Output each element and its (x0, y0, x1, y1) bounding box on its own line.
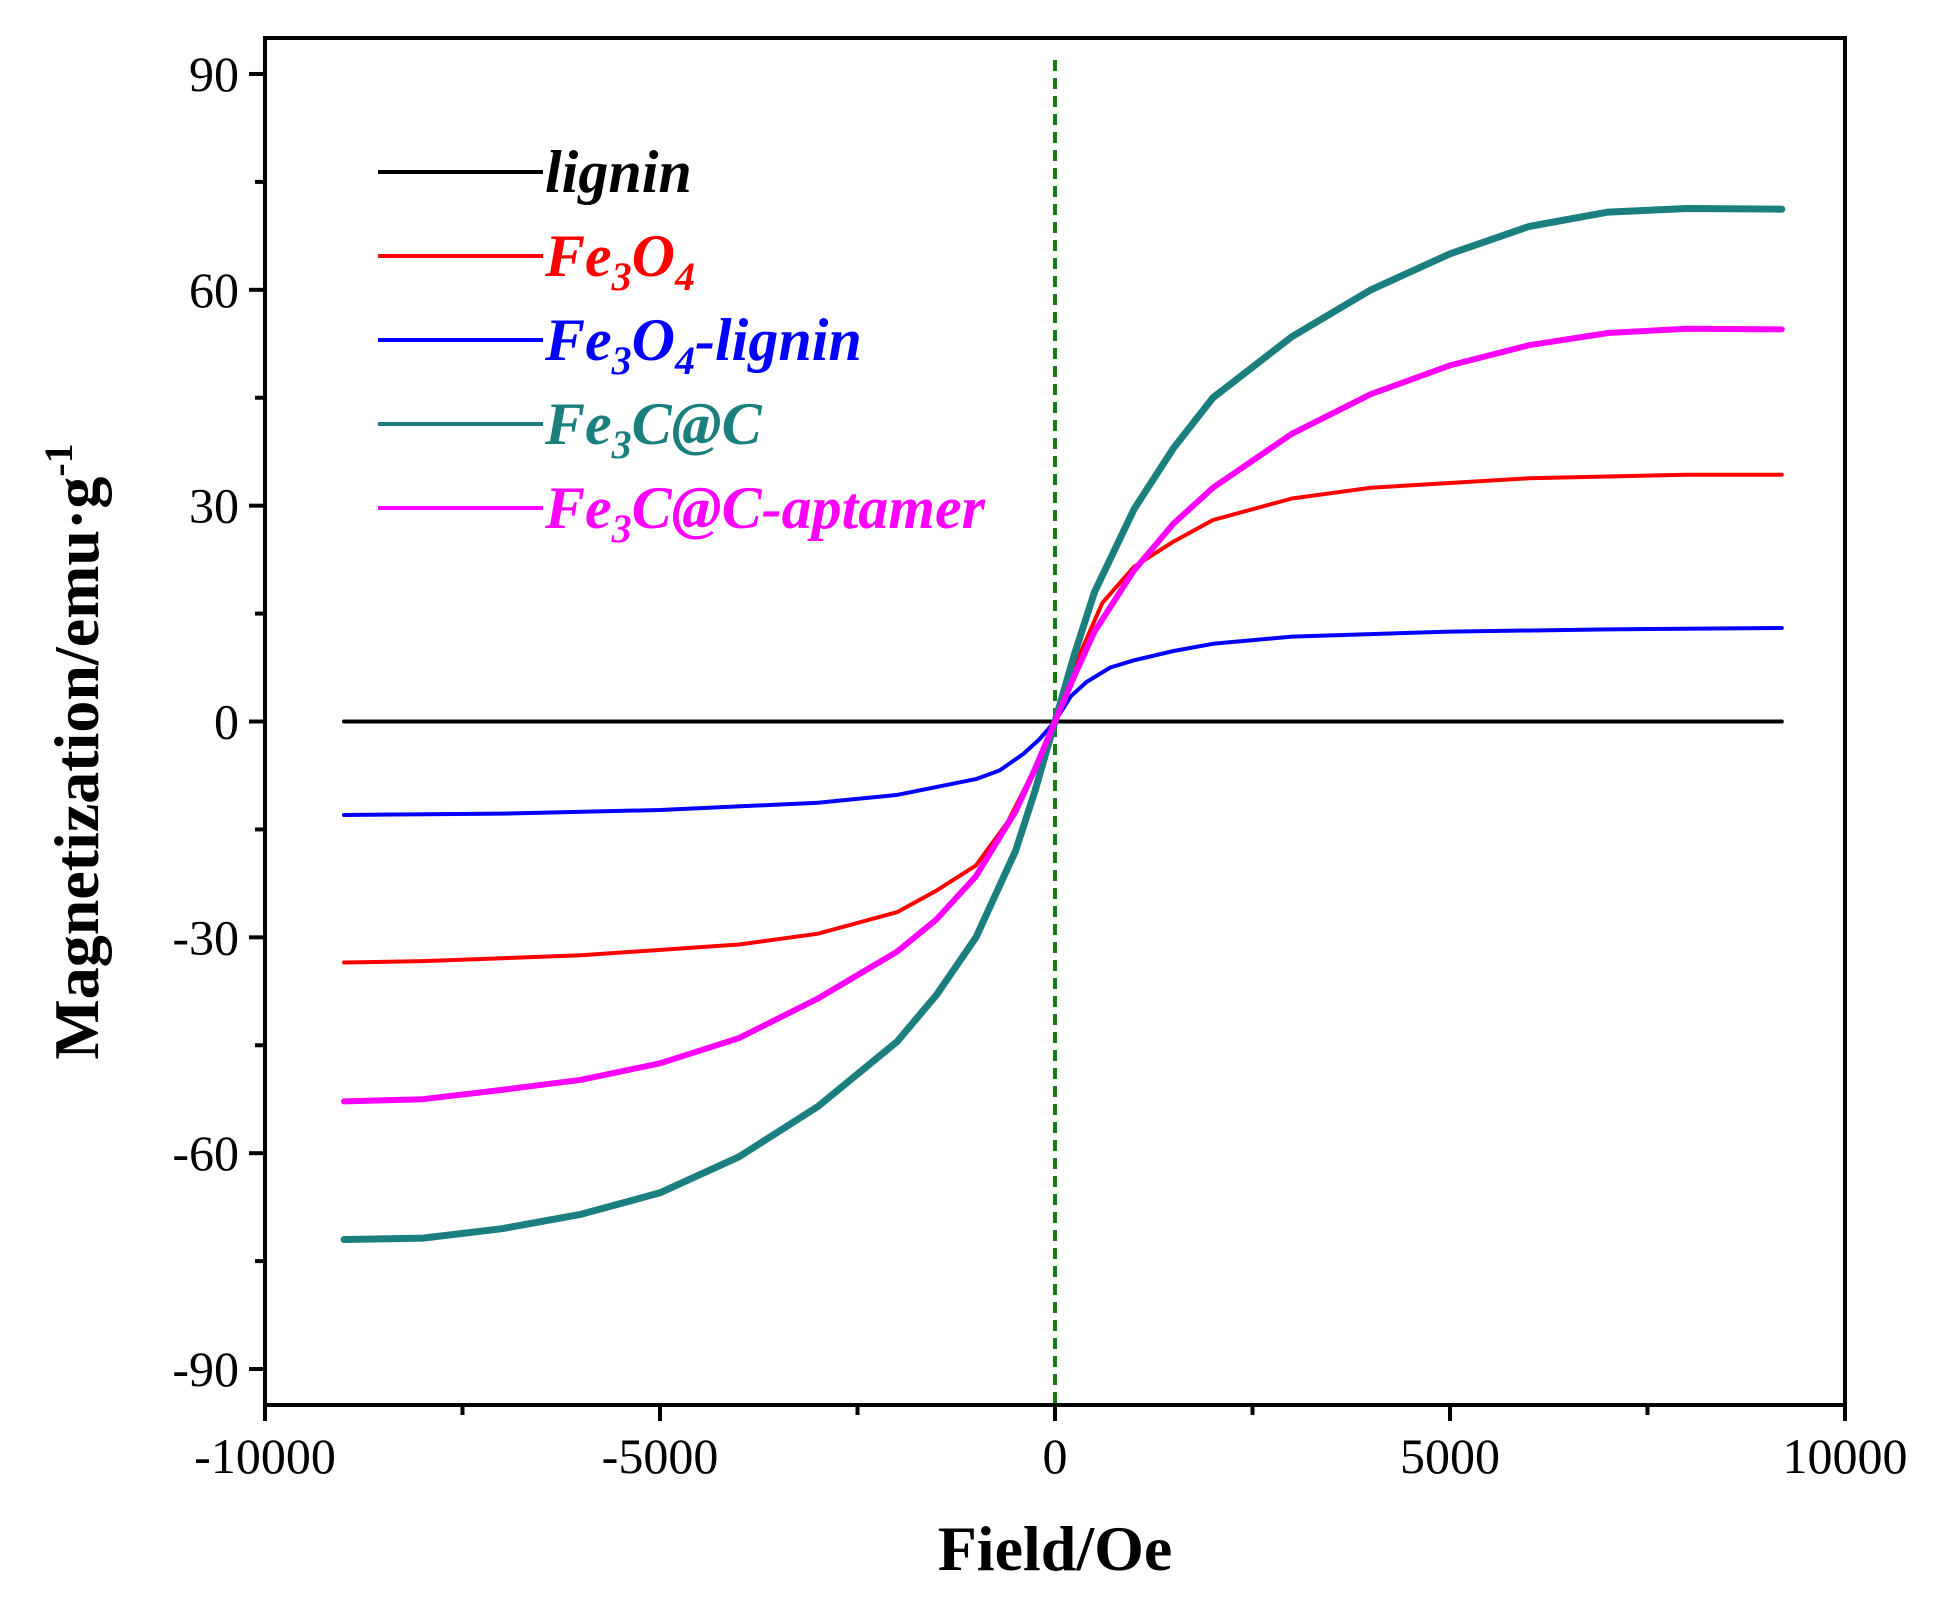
y-axis-title-superscript: -1 (36, 443, 81, 476)
series-line-fe3c-c-aptamer (341, 325, 1785, 1105)
axes-layer: -10000 -5000 0 5000 10000 -90 -60 -30 0 30 60 90 (172, 36, 1908, 1484)
legend-label-fe3c-c-aptamer: Fe3C@C-aptamer (544, 475, 986, 551)
y-tick-label: -60 (172, 1125, 239, 1181)
legend-label-fe3o4: Fe3O4 (544, 223, 695, 299)
y-tick-label: 0 (214, 694, 239, 750)
x-tick-label: -5000 (602, 1428, 719, 1484)
x-tick-label: -10000 (194, 1428, 336, 1484)
y-axis-title-main: Magnetization/emu·g (41, 477, 112, 1060)
y-axis-title: Magnetization/emu·g-1 (36, 443, 112, 1059)
legend-label-fe3c-c: Fe3C@C (544, 391, 763, 467)
x-tick-label: 5000 (1400, 1428, 1500, 1484)
x-axis-title: Field/Oe (938, 1513, 1173, 1584)
y-tick-label: 30 (189, 478, 239, 534)
x-tick-label: 0 (1043, 1428, 1068, 1484)
series-line-fe3o4 (342, 472, 1784, 965)
legend-label-lignin: lignin (545, 139, 692, 205)
y-tick-label: -90 (172, 1341, 239, 1397)
legend-label-fe3o4-lignin: Fe3O4-lignin (544, 307, 862, 383)
y-tick-label: 90 (189, 46, 239, 102)
y-tick-label: 60 (189, 262, 239, 318)
y-tick-label: -30 (172, 909, 239, 965)
series-layer (340, 205, 1786, 1243)
legend: lignin Fe3O4 Fe3O4-lignin Fe3C@C Fe3C@C-apta… (378, 139, 986, 551)
x-tick-label: 10000 (1783, 1428, 1908, 1484)
